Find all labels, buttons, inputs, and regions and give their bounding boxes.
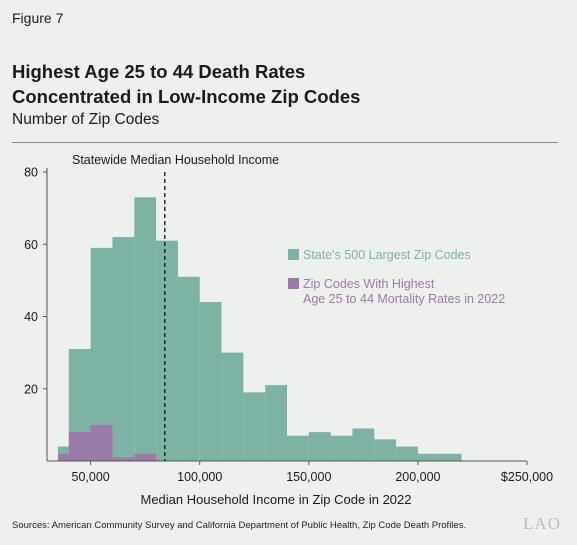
bar-largest-5 [156,240,178,461]
x-tick-label-150000: 150,000 [286,470,331,484]
chart-title-line-2: Concentrated in Low-Income Zip Codes [12,86,361,107]
x-tick-label-100000: 100,000 [177,470,222,484]
series-largest-zip-codes [57,197,462,461]
median-line-group: Statewide Median Household Income [72,153,279,461]
series-highest-mortality-zip-codes [57,424,157,461]
legend-swatch-largest [288,249,299,260]
bar-largest-2 [90,247,113,461]
bar-largest-8 [221,352,244,461]
y-tick-label-40: 40 [24,310,38,324]
legend-label-highest-line-2: Age 25 to 44 Mortality Rates in 2022 [303,292,505,306]
legend-swatch-highest [288,278,299,289]
x-axis-label: Median Household Income in Zip Code in 2… [140,492,411,507]
bar-highest-0 [57,453,69,461]
bar-largest-14 [352,428,375,461]
bar-largest-18 [439,453,462,461]
median-line-label: Statewide Median Household Income [72,153,279,167]
bar-largest-11 [287,435,309,461]
chart-title: Highest Age 25 to 44 Death Rates Concent… [12,59,360,109]
bar-largest-15 [374,439,397,461]
bar-largest-3 [112,237,135,461]
axes: 20 40 60 80 50,000 100,000 150,000 200,000 $250,… [24,166,553,508]
bar-highest-1 [68,432,91,461]
figure-label: Figure 7 [12,10,64,26]
bar-largest-6 [177,276,200,461]
header-divider [12,142,558,143]
bar-highest-4 [134,453,157,461]
legend-label-highest-line-1: Zip Codes With Highest [303,277,435,291]
chart-title-line-1: Highest Age 25 to 44 Death Rates [12,61,306,82]
bar-largest-16 [396,446,418,461]
bar-largest-7 [199,302,222,461]
lao-logo: LAO [523,514,561,533]
bar-largest-13 [330,435,353,461]
bar-largest-12 [308,432,331,461]
y-tick-label-80: 80 [24,166,38,180]
sources-footnote: Sources: American Community Survey and C… [12,520,467,531]
x-tick-label-50000: 50,000 [72,470,110,484]
bar-largest-4 [134,197,157,461]
x-tick-label-250000: $250,000 [501,470,553,484]
bar-highest-3 [112,457,135,461]
bar-highest-2 [90,424,113,461]
legend: State's 500 Largest Zip Codes Zip Codes W… [288,248,505,306]
bar-largest-17 [417,453,440,461]
bar-largest-10 [265,385,287,461]
y-tick-label-60: 60 [24,238,38,252]
chart-subtitle: Number of Zip Codes [12,111,160,128]
x-tick-label-200000: 200,000 [395,470,440,484]
bar-largest-9 [243,392,266,461]
y-tick-label-20: 20 [24,382,38,396]
legend-label-largest: State's 500 Largest Zip Codes [303,248,471,262]
